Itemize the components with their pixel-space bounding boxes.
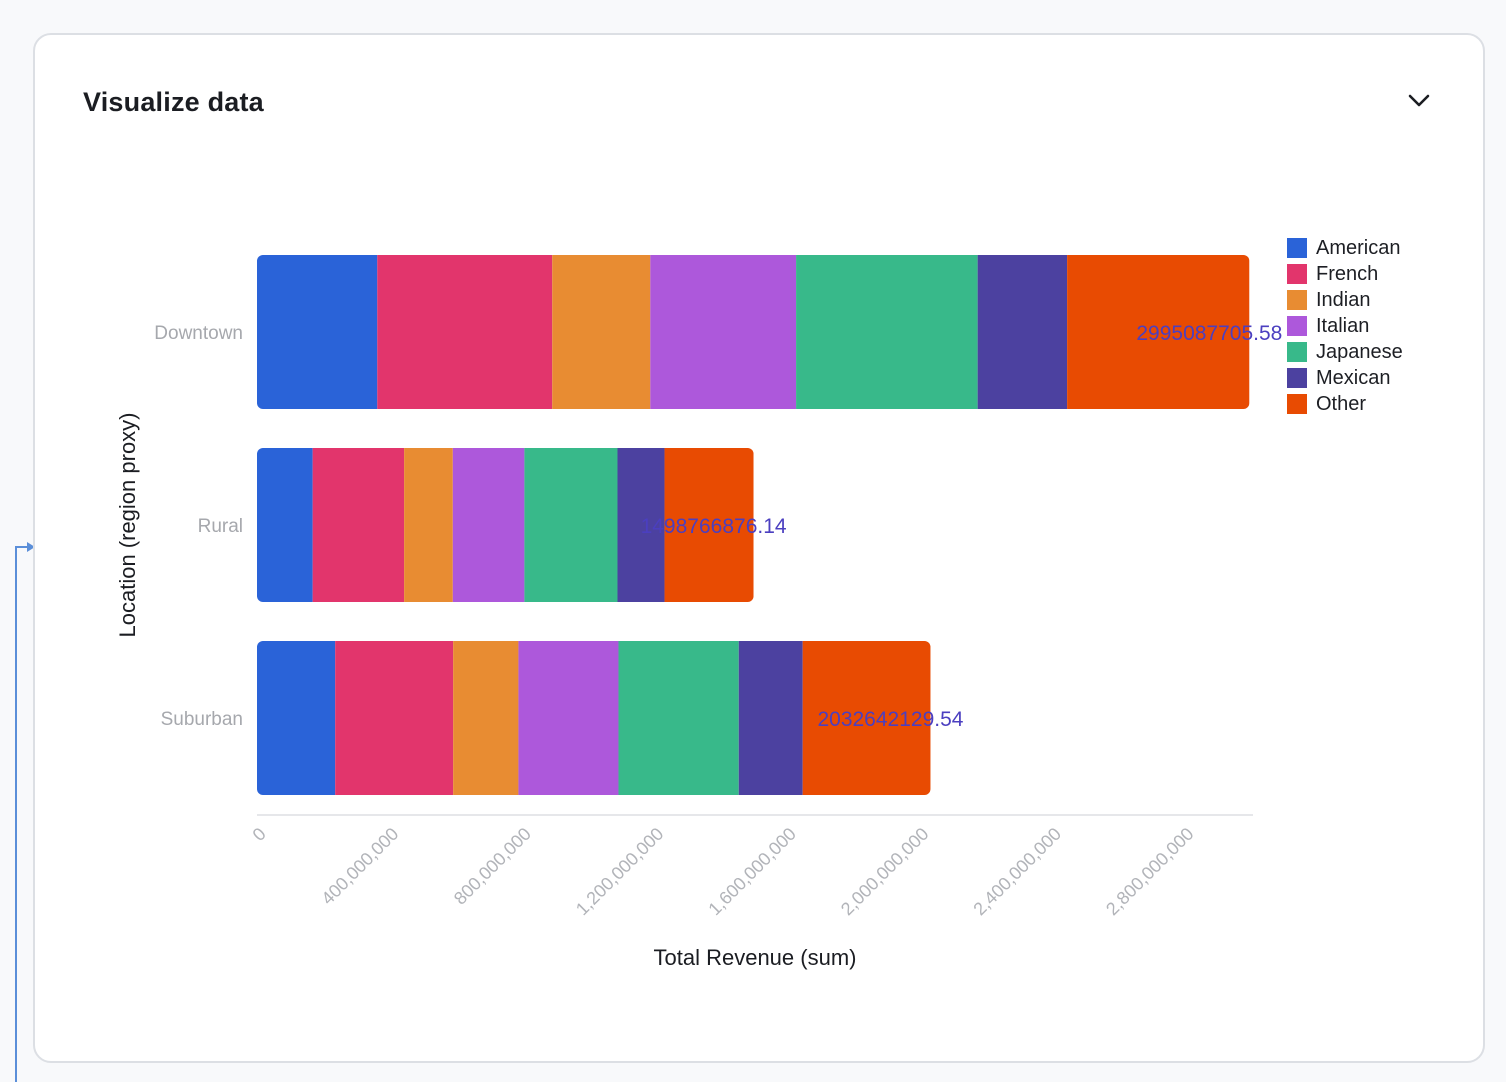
legend-label: Japanese bbox=[1316, 340, 1403, 363]
legend-swatch bbox=[1287, 264, 1307, 284]
flow-connector-arrow bbox=[15, 542, 35, 1082]
bar-segment bbox=[524, 448, 618, 602]
legend-label: Mexican bbox=[1316, 366, 1391, 389]
legend-item: Indian bbox=[1287, 287, 1403, 313]
card-title: Visualize data bbox=[83, 87, 264, 117]
legend-swatch bbox=[1287, 290, 1307, 310]
bar-segment bbox=[796, 255, 978, 409]
bar-segment bbox=[618, 641, 739, 795]
bar-total-label: 2995087705.58 bbox=[1136, 322, 1282, 345]
x-tick-label: 2,800,000,000 bbox=[1102, 824, 1198, 920]
bar-segment bbox=[802, 641, 931, 795]
x-tick-label: 800,000,000 bbox=[450, 824, 535, 909]
bar-segment bbox=[377, 255, 553, 409]
bar-segment bbox=[1067, 255, 1250, 409]
bar-total-label: 1498766876.14 bbox=[641, 515, 787, 538]
collapse-button[interactable] bbox=[1403, 85, 1435, 117]
bar-segment bbox=[552, 255, 651, 409]
x-tick-label: 400,000,000 bbox=[317, 824, 402, 909]
bar-segment bbox=[664, 448, 754, 602]
bar-segment bbox=[257, 641, 336, 795]
visualize-card: Visualize data Downtown 2995087705.58 Rura… bbox=[33, 33, 1485, 1063]
bar-segment bbox=[453, 641, 519, 795]
y-tick-label: Suburban bbox=[161, 709, 243, 730]
x-tick-label: 1,600,000,000 bbox=[704, 824, 800, 920]
chart-legend: American French Indian Italian Japanese Mexic… bbox=[1287, 235, 1403, 417]
y-tick-label: Rural bbox=[198, 516, 243, 537]
bar-segment bbox=[977, 255, 1068, 409]
legend-item: Japanese bbox=[1287, 339, 1403, 365]
legend-swatch bbox=[1287, 316, 1307, 336]
legend-swatch bbox=[1287, 394, 1307, 414]
legend-item: Other bbox=[1287, 391, 1403, 417]
legend-label: American bbox=[1316, 236, 1401, 259]
bar-segment bbox=[617, 448, 665, 602]
legend-swatch bbox=[1287, 368, 1307, 388]
bar-segment bbox=[738, 641, 803, 795]
bar-segment bbox=[650, 255, 797, 409]
legend-swatch bbox=[1287, 238, 1307, 258]
legend-label: French bbox=[1316, 262, 1379, 285]
bar-segment bbox=[257, 448, 313, 602]
bar-total-label: 2032642129.54 bbox=[817, 708, 963, 731]
x-tick-label: 1,200,000,000 bbox=[572, 824, 668, 920]
bar-segment bbox=[518, 641, 619, 795]
bar-segment bbox=[312, 448, 405, 602]
y-tick-label: Downtown bbox=[154, 323, 243, 344]
legend-item: French bbox=[1287, 261, 1403, 287]
bar-segment bbox=[335, 641, 454, 795]
bar-segment bbox=[257, 255, 378, 409]
legend-label: Indian bbox=[1316, 288, 1371, 311]
legend-item: Italian bbox=[1287, 313, 1403, 339]
x-tick-label: 0 bbox=[249, 824, 270, 845]
bar-segment bbox=[452, 448, 525, 602]
legend-item: Mexican bbox=[1287, 365, 1403, 391]
x-tick-label: 2,000,000,000 bbox=[837, 824, 933, 920]
legend-label: Other bbox=[1316, 392, 1367, 415]
stacked-bar-chart: Downtown 2995087705.58 Rural 1498766876.14 S… bbox=[115, 255, 1282, 970]
x-tick-label: 2,400,000,000 bbox=[969, 824, 1065, 920]
legend-label: Italian bbox=[1316, 314, 1370, 337]
y-axis-title: Location (region proxy) bbox=[115, 412, 140, 637]
bar-segment bbox=[404, 448, 453, 602]
x-axis-title: Total Revenue (sum) bbox=[654, 945, 857, 970]
legend-swatch bbox=[1287, 342, 1307, 362]
legend-item: American bbox=[1287, 235, 1403, 261]
chevron-down-icon bbox=[1408, 94, 1430, 107]
